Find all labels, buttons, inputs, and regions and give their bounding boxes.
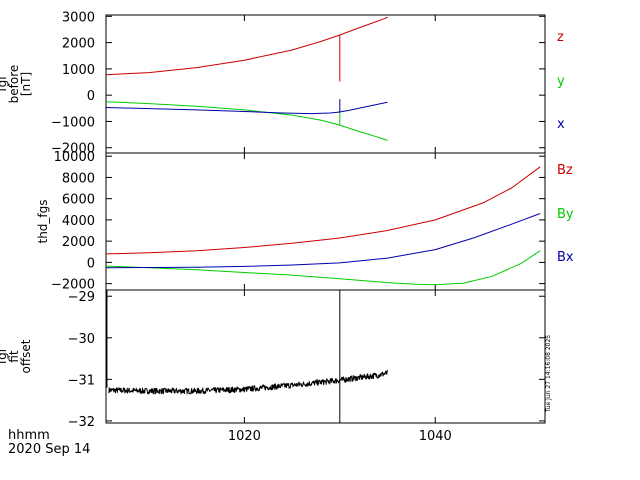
timestamp-stamp: Tue Jun 27 14:16:08 2025 [545,335,552,413]
legend-z: z [557,30,564,45]
y-tick-label: −29 [68,290,95,305]
legend-Bz: Bz [557,163,573,178]
panel-frame [105,289,546,424]
y-axis-label-line: [nT] [19,72,33,96]
y-axis-label-line: before [7,65,21,104]
y-tick-label: 3000 [62,10,95,25]
panel-1: −2000 −1000 0 1000 2000 3000 fglbefore[nT] z y x [0,10,565,156]
series-line-y [105,101,388,141]
x-tick-label: 1040 [419,429,452,444]
legend-y: y [557,74,565,89]
y-tick-label: −30 [68,332,95,347]
y-tick-label: −2000 [51,142,95,157]
y-tick-label: 2000 [62,37,95,52]
y-axis-label: fglfitoffset [0,339,33,373]
y-tick-label: 1000 [62,63,95,78]
y-axis-label-line: fit [7,350,21,363]
series-line-Bx [105,213,541,269]
footer-date: 2020 Sep 14 [8,442,90,457]
y-tick-label: 4000 [62,214,95,229]
panel-3: −32 −31 −30 −29 fglfitoffset [0,289,546,430]
y-axis-label: fglbefore[nT] [0,65,33,104]
panel-2: −2000 0 2000 4000 6000 8000 10000 thd_fgs Bz By Bx [36,150,574,292]
y-tick-label: 0 [87,89,95,104]
y-tick-label: 2000 [62,235,95,250]
y-axis-label-line: fgl [0,76,9,91]
y-tick-label: 6000 [62,193,95,208]
panel-frame [105,152,546,291]
y-tick-label: −2000 [51,278,95,293]
series-line-x [105,101,388,115]
y-axis-label-line: offset [19,339,33,373]
y-tick-label: 8000 [62,171,95,186]
y-tick-label: 10000 [54,150,95,165]
y-tick-label: −32 [68,415,95,430]
y-axis-label-line: fgl [0,349,9,364]
series-line-z [105,16,388,76]
legend-By: By [557,207,574,222]
x-tick-label: 1020 [228,429,261,444]
series-line-Bz [105,166,541,255]
legend-Bx: Bx [557,250,574,265]
y-tick-label: 0 [87,256,95,271]
y-axis-label-line: thd_fgs [36,199,50,243]
series-line-By [105,250,541,286]
series-line-offset [108,370,388,395]
footer-label: hhmm [8,428,50,443]
y-axis-label: thd_fgs [36,199,50,243]
y-tick-label: −31 [68,373,95,388]
legend-x: x [557,117,565,132]
y-tick-label: −1000 [51,115,95,130]
panel-frame [105,14,546,154]
